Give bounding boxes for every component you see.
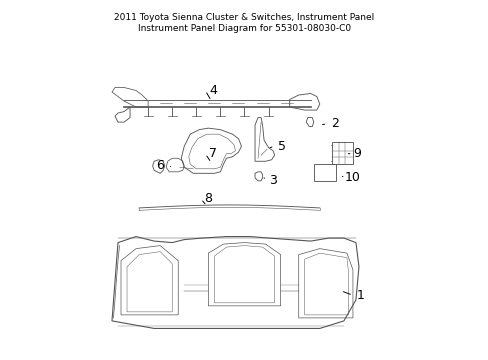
Text: 10: 10 [345,171,360,184]
Text: 7: 7 [208,147,217,160]
Text: 3: 3 [268,174,277,187]
Text: 9: 9 [353,147,361,160]
Bar [313,164,336,181]
Text: 4: 4 [208,84,216,97]
Text: 8: 8 [204,192,212,206]
Text: 6: 6 [156,159,164,172]
Bar [331,142,352,164]
Text: 2: 2 [330,117,338,130]
Text: 1: 1 [356,289,364,302]
Text: 2011 Toyota Sienna Cluster & Switches, Instrument Panel
Instrument Panel Diagram: 2011 Toyota Sienna Cluster & Switches, I… [114,13,374,33]
Text: 5: 5 [278,140,285,153]
